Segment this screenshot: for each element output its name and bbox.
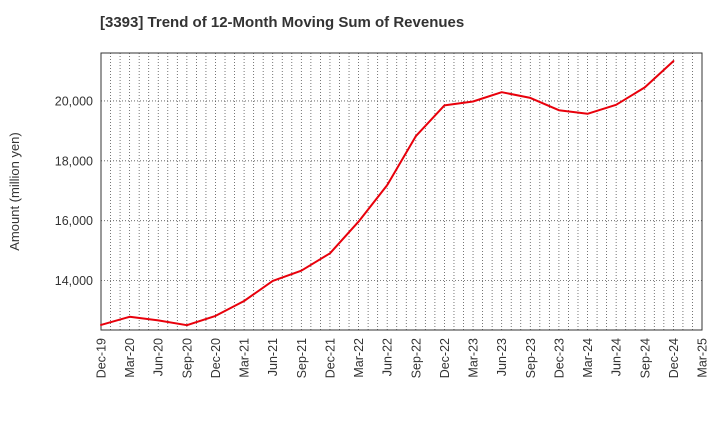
series-layer [100,60,675,327]
y-tick-label: 20,000 [55,94,93,108]
x-tick-label: Dec-21 [323,338,337,378]
plot-area-frame [100,52,703,331]
x-tick-label: Mar-24 [581,338,595,378]
x-tick-labels: Dec-19 Mar-20 Jun-20 Sep-20 Dec-20 Mar-21 Jun-… [95,338,710,378]
x-tick-label: Sep-20 [180,338,194,378]
x-tick-label: Mar-23 [467,338,481,378]
series-line [100,60,675,327]
x-tick-label: Mar-22 [352,338,366,378]
y-axis-label: Amount (million yen) [7,132,22,251]
x-tick-label: Sep-24 [638,338,652,378]
grid [101,53,702,330]
x-tick-label: Jun-23 [495,338,509,376]
x-tick-label: Dec-23 [552,338,566,378]
x-tick-label: Jun-24 [610,338,624,376]
x-tick-label: Dec-24 [667,338,681,378]
y-tick-label: 16,000 [55,214,93,228]
x-tick-label: Mar-20 [123,338,137,378]
x-tick-label: Dec-22 [438,338,452,378]
x-tick-label: Mar-21 [238,338,252,378]
chart-title: [3393] Trend of 12-Month Moving Sum of R… [100,14,465,31]
y-tick-labels: 14,000 16,000 18,000 20,000 [55,94,93,288]
y-tick-label: 18,000 [55,154,93,168]
x-tick-label: Jun-21 [266,338,280,376]
x-tick-label: Jun-20 [152,338,166,376]
y-tick-label: 14,000 [55,274,93,288]
x-tick-label: Sep-21 [295,338,309,378]
x-tick-label: Jun-22 [381,338,395,376]
x-tick-label: Sep-23 [524,338,538,378]
x-tick-label: Dec-19 [95,338,109,378]
x-tick-label: Mar-25 [696,338,710,378]
x-tick-label: Dec-20 [209,338,223,378]
x-tick-label: Sep-22 [409,338,423,378]
